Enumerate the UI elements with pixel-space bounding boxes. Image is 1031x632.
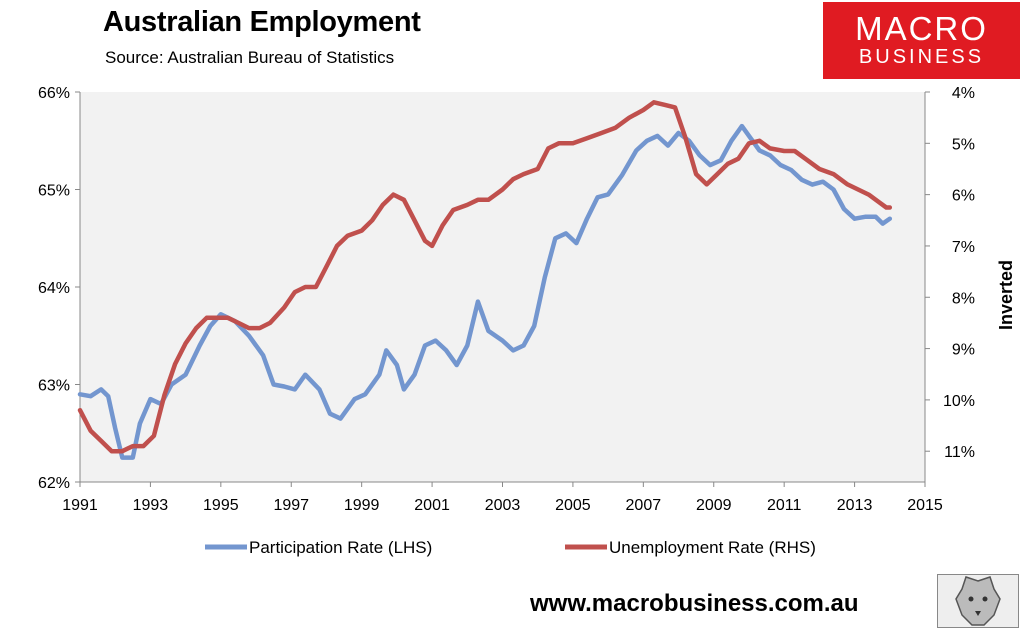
axes: 1991 1993 1995 1997 1999 2001 2003 2005 2007 2009… — [38, 85, 1016, 514]
y-right-tick-label: 6% — [952, 188, 975, 205]
x-tick-label: 2001 — [414, 497, 450, 514]
y-left-tick-label: 65% — [38, 183, 70, 200]
y-right-tick-label: 4% — [952, 85, 975, 102]
x-tick-label: 1993 — [133, 497, 169, 514]
x-tick-label: 2007 — [626, 497, 662, 514]
logo-line-2: BUSINESS — [858, 46, 985, 68]
x-tick-label: 1991 — [62, 497, 98, 514]
x-tick-label: 1995 — [203, 497, 239, 514]
chart-title: Australian Employment — [103, 6, 421, 38]
y-right-tick-label: 10% — [943, 393, 975, 410]
series-lines — [77, 100, 893, 460]
y-left-tick-label: 63% — [38, 378, 70, 395]
website-url[interactable]: www.macrobusiness.com.au — [530, 590, 859, 617]
x-tick-label: 1999 — [344, 497, 380, 514]
legend: Participation Rate (LHS) Unemployment Rat… — [205, 538, 816, 557]
x-tick-label: 2011 — [767, 497, 802, 514]
x-tick-label: 2003 — [485, 497, 521, 514]
macrobusiness-logo: MACRO BUSINESS — [823, 2, 1020, 79]
y-left-tick-label: 64% — [38, 280, 70, 297]
y-right-tick-label: 11% — [944, 444, 975, 461]
y-left-tick-label: 66% — [38, 85, 70, 102]
y-right-tick-label: 7% — [952, 239, 975, 256]
x-tick-label: 2009 — [696, 497, 732, 514]
legend-label: Participation Rate (LHS) — [249, 538, 432, 557]
y-left-tick-label: 62% — [38, 475, 70, 492]
x-tick-label: 2015 — [907, 497, 943, 514]
logo-line-1: MACRO — [855, 10, 988, 47]
x-tick-label: 2005 — [555, 497, 591, 514]
x-tick-label: 1997 — [273, 497, 309, 514]
y-right-tick-label: 5% — [952, 136, 975, 153]
y-right-axis-label: Inverted — [996, 260, 1016, 330]
plot-area — [80, 92, 925, 482]
y-right-tick-label: 9% — [952, 342, 975, 359]
legend-label: Unemployment Rate (RHS) — [609, 538, 816, 557]
x-tick-label: 2013 — [837, 497, 873, 514]
chart-subtitle: Source: Australian Bureau of Statistics — [105, 48, 395, 67]
participation-rate-line — [77, 123, 893, 460]
y-right-tick-label: 8% — [952, 290, 975, 307]
wolf-icon — [937, 574, 1019, 628]
unemployment-rate-line — [77, 100, 893, 454]
